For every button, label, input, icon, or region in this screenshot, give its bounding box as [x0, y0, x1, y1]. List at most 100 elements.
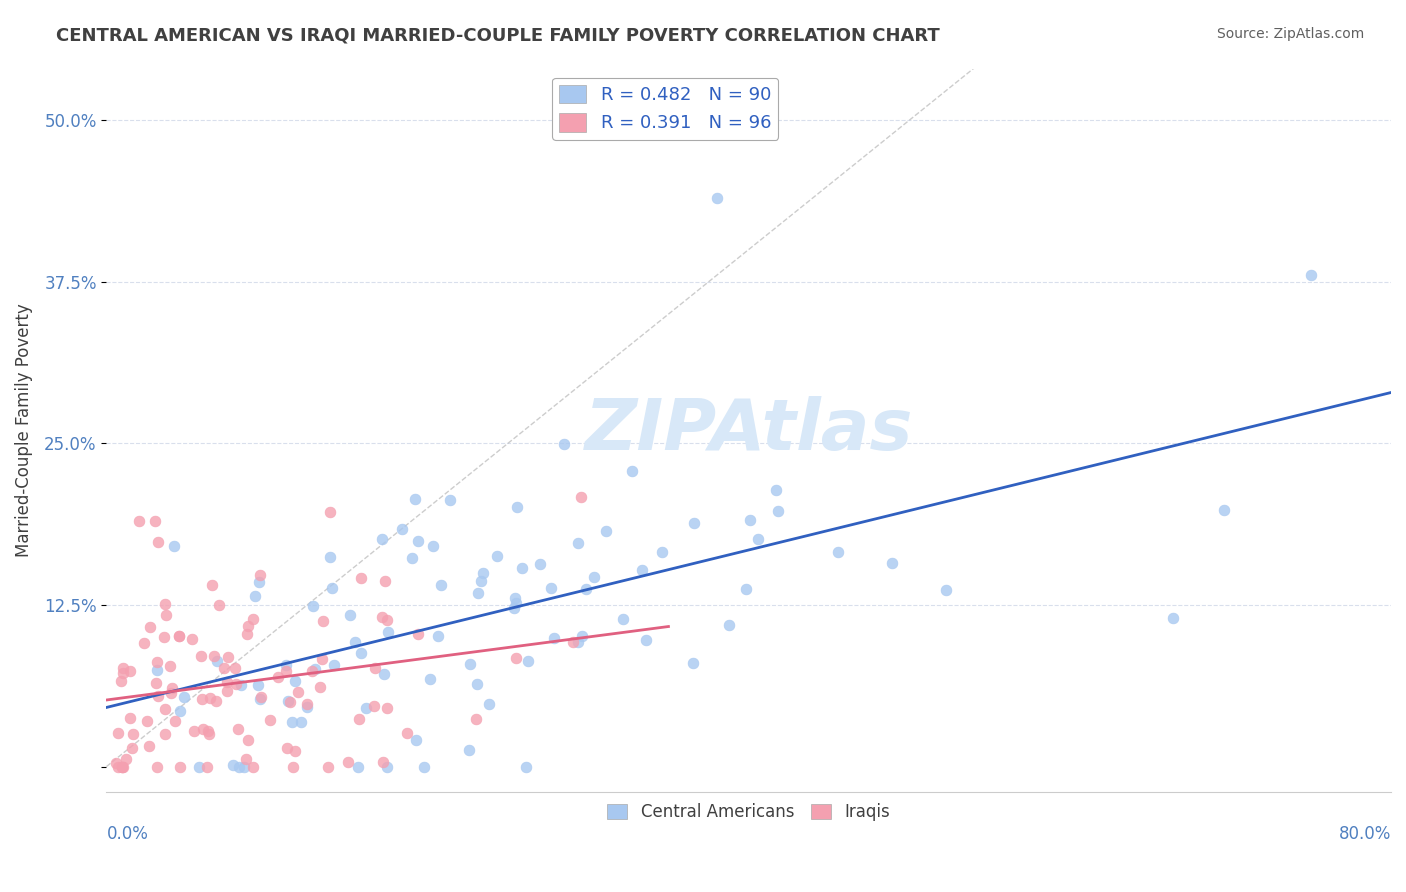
Point	[163, 714, 186, 728]
Text: 0.0%: 0.0%	[107, 825, 149, 843]
Point	[636, 633, 658, 648]
Point	[201, 578, 224, 592]
Point	[506, 500, 529, 515]
Point	[111, 665, 134, 680]
Point	[197, 727, 219, 741]
Point	[208, 598, 231, 612]
Point	[706, 191, 728, 205]
Point	[274, 665, 297, 679]
Point	[571, 629, 593, 643]
Text: CENTRAL AMERICAN VS IRAQI MARRIED-COUPLE FAMILY POVERTY CORRELATION CHART: CENTRAL AMERICAN VS IRAQI MARRIED-COUPLE…	[56, 27, 941, 45]
Point	[128, 514, 150, 528]
Point	[621, 465, 644, 479]
Point	[1163, 611, 1185, 625]
Point	[371, 610, 394, 624]
Point	[276, 741, 298, 756]
Point	[225, 677, 247, 691]
Point	[107, 759, 129, 773]
Point	[242, 612, 264, 626]
Point	[458, 743, 481, 757]
Point	[159, 658, 181, 673]
Point	[540, 581, 562, 595]
Point	[458, 657, 481, 672]
Point	[651, 545, 673, 559]
Point	[371, 532, 394, 546]
Point	[404, 491, 426, 506]
Point	[228, 759, 250, 773]
Point	[104, 756, 127, 771]
Point	[202, 648, 225, 663]
Point	[543, 632, 565, 646]
Point	[470, 574, 492, 589]
Point	[717, 618, 740, 632]
Point	[247, 678, 270, 692]
Point	[439, 493, 461, 508]
Point	[375, 700, 398, 714]
Point	[371, 755, 394, 769]
Point	[347, 712, 370, 726]
Point	[238, 732, 260, 747]
Point	[354, 700, 377, 714]
Point	[465, 677, 488, 691]
Point	[309, 680, 332, 694]
Point	[290, 714, 312, 729]
Point	[107, 726, 129, 740]
Point	[160, 686, 183, 700]
Point	[153, 726, 176, 740]
Point	[121, 740, 143, 755]
Point	[882, 556, 904, 570]
Point	[235, 752, 257, 766]
Point	[316, 759, 339, 773]
Point	[233, 759, 256, 773]
Point	[160, 681, 183, 695]
Point	[146, 535, 169, 549]
Point	[146, 663, 169, 677]
Point	[377, 624, 399, 639]
Point	[205, 654, 228, 668]
Point	[111, 661, 134, 675]
Point	[111, 759, 134, 773]
Point	[302, 599, 325, 613]
Point	[363, 698, 385, 713]
Point	[242, 759, 264, 773]
Point	[347, 759, 370, 773]
Point	[190, 648, 212, 663]
Point	[122, 727, 145, 741]
Point	[935, 583, 957, 598]
Point	[631, 563, 654, 577]
Point	[167, 629, 190, 643]
Point	[274, 657, 297, 672]
Point	[419, 672, 441, 686]
Point	[740, 513, 762, 527]
Point	[406, 626, 429, 640]
Point	[304, 662, 326, 676]
Point	[567, 635, 589, 649]
Point	[406, 534, 429, 549]
Point	[422, 539, 444, 553]
Point	[278, 695, 301, 709]
Point	[110, 759, 132, 773]
Point	[281, 759, 304, 773]
Point	[391, 522, 413, 536]
Point	[336, 756, 359, 770]
Point	[267, 670, 290, 684]
Point	[155, 701, 177, 715]
Point	[427, 629, 450, 643]
Point	[250, 690, 273, 705]
Y-axis label: Married-Couple Family Poverty: Married-Couple Family Poverty	[15, 303, 32, 558]
Point	[472, 566, 495, 580]
Point	[146, 655, 169, 669]
Point	[553, 437, 575, 451]
Point	[1299, 268, 1322, 283]
Point	[373, 666, 395, 681]
Point	[311, 652, 333, 666]
Point	[595, 524, 617, 538]
Point	[135, 714, 157, 728]
Point	[319, 549, 342, 564]
Point	[247, 574, 270, 589]
Point	[374, 574, 396, 588]
Point	[277, 694, 299, 708]
Point	[153, 630, 176, 644]
Point	[515, 759, 537, 773]
Point	[612, 612, 634, 626]
